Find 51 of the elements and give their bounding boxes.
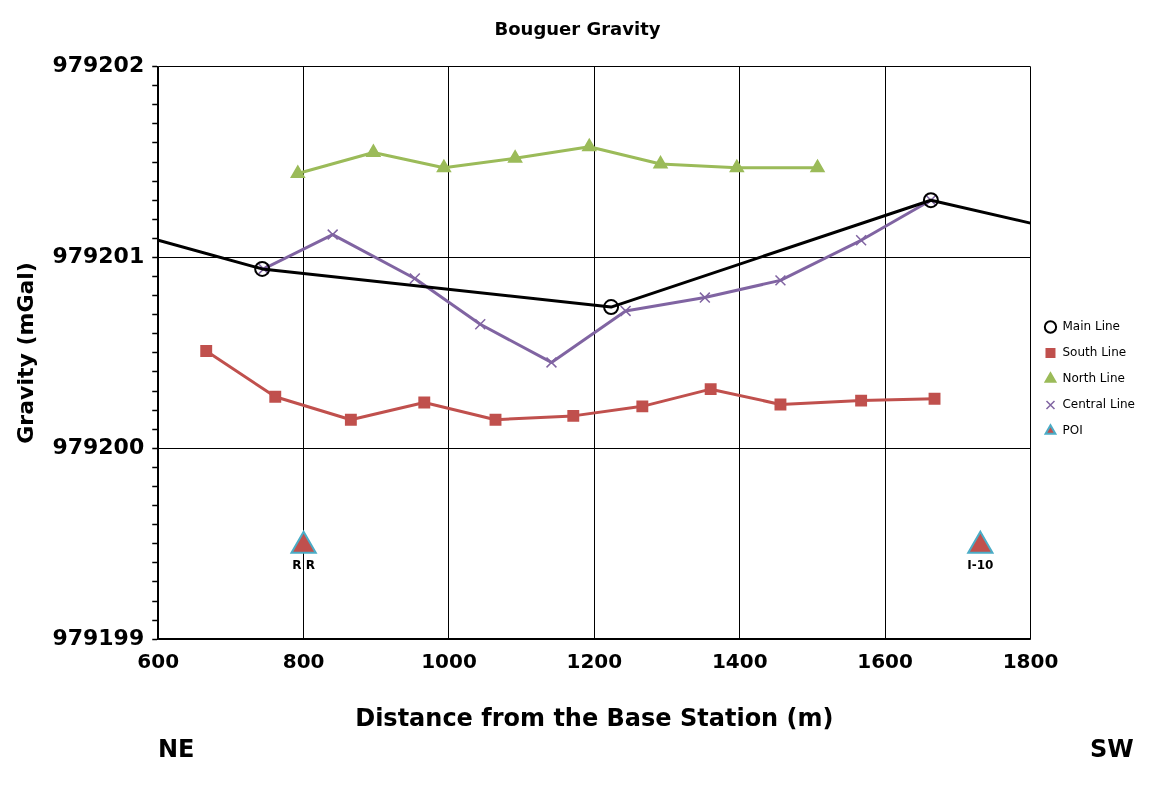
point xyxy=(436,159,451,173)
point xyxy=(653,155,668,169)
legend-label: North Line xyxy=(1062,371,1125,386)
point xyxy=(269,390,282,403)
point xyxy=(508,150,523,163)
point xyxy=(366,144,381,157)
x-tick-label: 800 xyxy=(282,649,325,674)
point xyxy=(474,318,486,330)
point xyxy=(774,398,787,411)
x-tick-label: 1600 xyxy=(857,649,913,674)
legend-label: Main Line xyxy=(1062,319,1120,334)
legend-label: POI xyxy=(1062,423,1083,438)
point xyxy=(545,356,558,369)
y-tick-label: 979199 xyxy=(52,624,145,650)
text: SW xyxy=(1090,735,1134,763)
point xyxy=(699,291,711,304)
point xyxy=(603,299,620,316)
point xyxy=(489,413,502,426)
point xyxy=(567,409,580,422)
legend-label: Central Line xyxy=(1062,397,1135,412)
x-tick-label: 1000 xyxy=(421,649,477,674)
y-tick-label: 979202 xyxy=(52,52,145,78)
point xyxy=(855,234,867,246)
point xyxy=(344,413,357,426)
x-tick-label: 1400 xyxy=(711,649,768,674)
point xyxy=(729,159,744,173)
point xyxy=(290,165,305,178)
annotation: I-10 xyxy=(967,557,994,572)
chart-title: Bouguer Gravity xyxy=(494,18,661,40)
x-tick-label: 1800 xyxy=(1002,649,1059,674)
x-axis-title: Distance from the Base Station (m) xyxy=(355,703,834,732)
point xyxy=(619,305,632,317)
y-axis-title: Gravity (mGal) xyxy=(12,262,38,444)
x-tick-label: 1200 xyxy=(566,649,623,674)
point xyxy=(855,394,868,407)
text: NE xyxy=(158,735,195,763)
point xyxy=(418,396,431,409)
x-tick-label: 600 xyxy=(137,649,180,674)
annotation: R R xyxy=(292,557,315,572)
point xyxy=(774,274,787,287)
y-tick-label: 979200 xyxy=(52,434,145,460)
point xyxy=(582,138,597,152)
legend-label: South Line xyxy=(1062,345,1127,360)
point xyxy=(810,159,825,173)
point xyxy=(409,272,421,285)
point xyxy=(704,383,717,396)
point xyxy=(636,400,649,413)
point xyxy=(928,392,941,405)
point xyxy=(200,345,213,357)
point xyxy=(326,228,339,241)
y-tick-label: 979201 xyxy=(52,243,145,269)
